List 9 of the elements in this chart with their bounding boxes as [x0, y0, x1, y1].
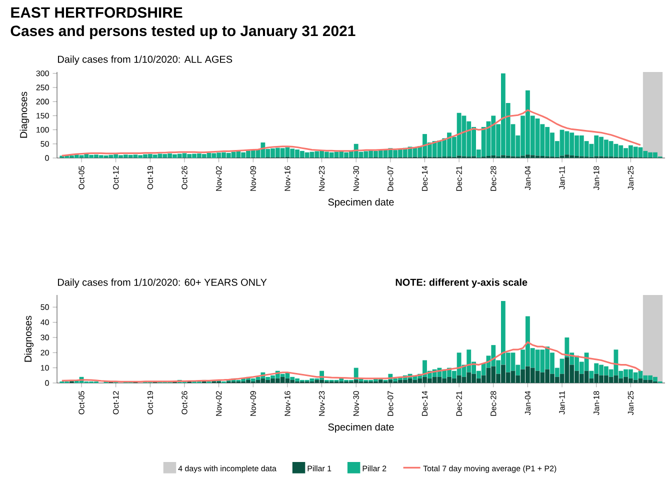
y-axis-title: Diagnoses [24, 316, 34, 362]
chart-title: EAST HERTFORDSHIRE [11, 7, 182, 18]
text: NOTE: different y-axis scale [396, 278, 528, 288]
text: Daily cases from 1/10/2020: ALL AGES [58, 56, 232, 65]
chart-subtitle: Cases and persons tested up to January 31 2021 [10, 25, 356, 40]
x-axis-title: Specimen date [328, 198, 394, 208]
y-axis-title: Diagnoses [20, 92, 30, 138]
chart-title: Daily cases from 1/10/2020: 60+ YEARS ONLY [58, 278, 267, 288]
x-axis-title: Specimen date [328, 423, 394, 433]
